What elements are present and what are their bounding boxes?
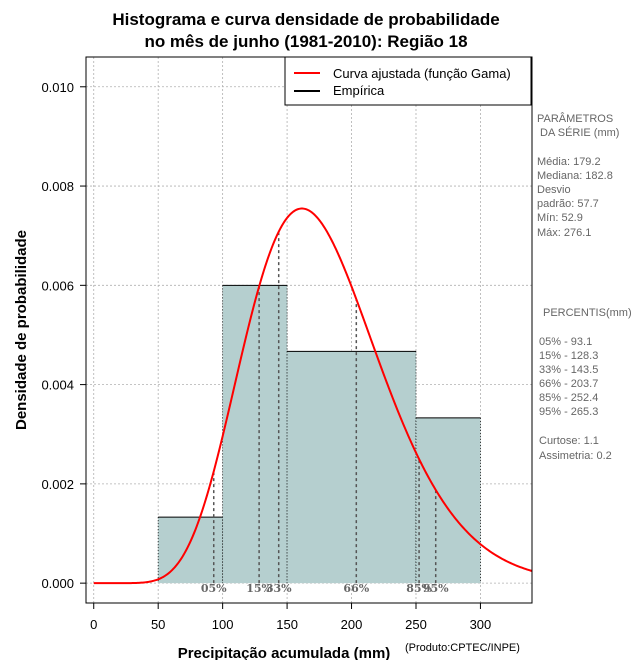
percentile-label-0: 05% bbox=[201, 582, 227, 595]
histogram-bars bbox=[157, 284, 481, 584]
x-tick-label-50: 50 bbox=[151, 617, 165, 632]
y-tick-label-5: 0.010 bbox=[41, 80, 74, 95]
y-tick-label-0: 0.000 bbox=[41, 576, 74, 591]
assimetria: Assimetria: 0.2 bbox=[539, 450, 612, 462]
x-tick-label-100: 100 bbox=[212, 617, 234, 632]
legend-box bbox=[284, 56, 532, 106]
y-tick-label-4: 0.008 bbox=[41, 179, 74, 194]
percentil-15: 15% - 128.3 bbox=[539, 350, 598, 362]
y-tick-label-3: 0.006 bbox=[41, 278, 74, 293]
y-axis-label: Densidade de probabilidade bbox=[13, 230, 30, 430]
param-mediana: Mediana: 182.8 bbox=[537, 170, 613, 182]
x-tick-label-250: 250 bbox=[405, 617, 427, 632]
param-desvio-1: Desvio bbox=[537, 184, 571, 196]
percentil-85: 85% - 252.4 bbox=[539, 392, 598, 404]
x-tick-label-300: 300 bbox=[470, 617, 492, 632]
y-axis: 0.000 0.002 0.004 0.006 0.008 0.010 bbox=[41, 80, 86, 591]
legend: Curva ajustada (função Gama) Empírica bbox=[284, 56, 532, 106]
percentil-66: 66% - 203.7 bbox=[539, 378, 598, 390]
percentil-05: 05% - 93.1 bbox=[539, 336, 592, 348]
histogram-bar-1 bbox=[222, 285, 288, 584]
x-axis: 0 50 100 150 200 250 300 bbox=[90, 603, 491, 632]
param-media: Média: 179.2 bbox=[537, 156, 601, 168]
param-max: Máx: 276.1 bbox=[537, 227, 591, 239]
percentile-labels: 05% 15%33% 66% 85%95% bbox=[201, 582, 449, 595]
percentis-title: PERCENTIS(mm) bbox=[543, 307, 632, 319]
legend-curve-label: Curva ajustada (função Gama) bbox=[333, 66, 511, 81]
x-tick-label-0: 0 bbox=[90, 617, 97, 632]
credit-text: (Produto:CPTEC/INPE) bbox=[405, 642, 520, 654]
histogram-bar-3 bbox=[415, 417, 481, 584]
gamma-curve-path bbox=[93, 207, 533, 585]
y-tick-label-1: 0.002 bbox=[41, 477, 74, 492]
density-curve bbox=[93, 207, 533, 585]
curtose: Curtose: 1.1 bbox=[539, 435, 599, 447]
params-title-2: DA SÉRIE (mm) bbox=[540, 126, 619, 139]
percentile-label-4: 85% bbox=[406, 582, 432, 595]
x-tick-label-150: 150 bbox=[276, 617, 298, 632]
side-panel: PARÂMETROS DA SÉRIE (mm) Média: 179.2 Me… bbox=[537, 112, 632, 462]
param-min: Mín: 52.9 bbox=[537, 212, 583, 224]
params-title-1: PARÂMETROS bbox=[537, 112, 613, 125]
param-desvio-2: padrão: 57.7 bbox=[537, 198, 599, 210]
x-tick-label-200: 200 bbox=[341, 617, 363, 632]
percentile-label-5: 95% bbox=[423, 582, 449, 595]
percentile-label-1: 15% bbox=[246, 582, 272, 595]
chart-title-line-2: no mês de junho (1981-2010): Região 18 bbox=[144, 32, 467, 51]
legend-empirical-label: Empírica bbox=[333, 83, 385, 98]
percentil-33: 33% - 143.5 bbox=[539, 364, 598, 376]
histogram-bar-2 bbox=[287, 351, 416, 584]
y-tick-label-2: 0.004 bbox=[41, 378, 74, 393]
percentile-label-2: 33% bbox=[266, 582, 292, 595]
percentile-label-3: 66% bbox=[343, 582, 369, 595]
x-axis-label: Precipitação acumulada (mm) bbox=[178, 645, 391, 660]
chart-title-line-1: Histograma e curva densidade de probabil… bbox=[112, 10, 499, 29]
percentil-95: 95% - 265.3 bbox=[539, 406, 598, 418]
percentile-lines bbox=[212, 231, 437, 584]
